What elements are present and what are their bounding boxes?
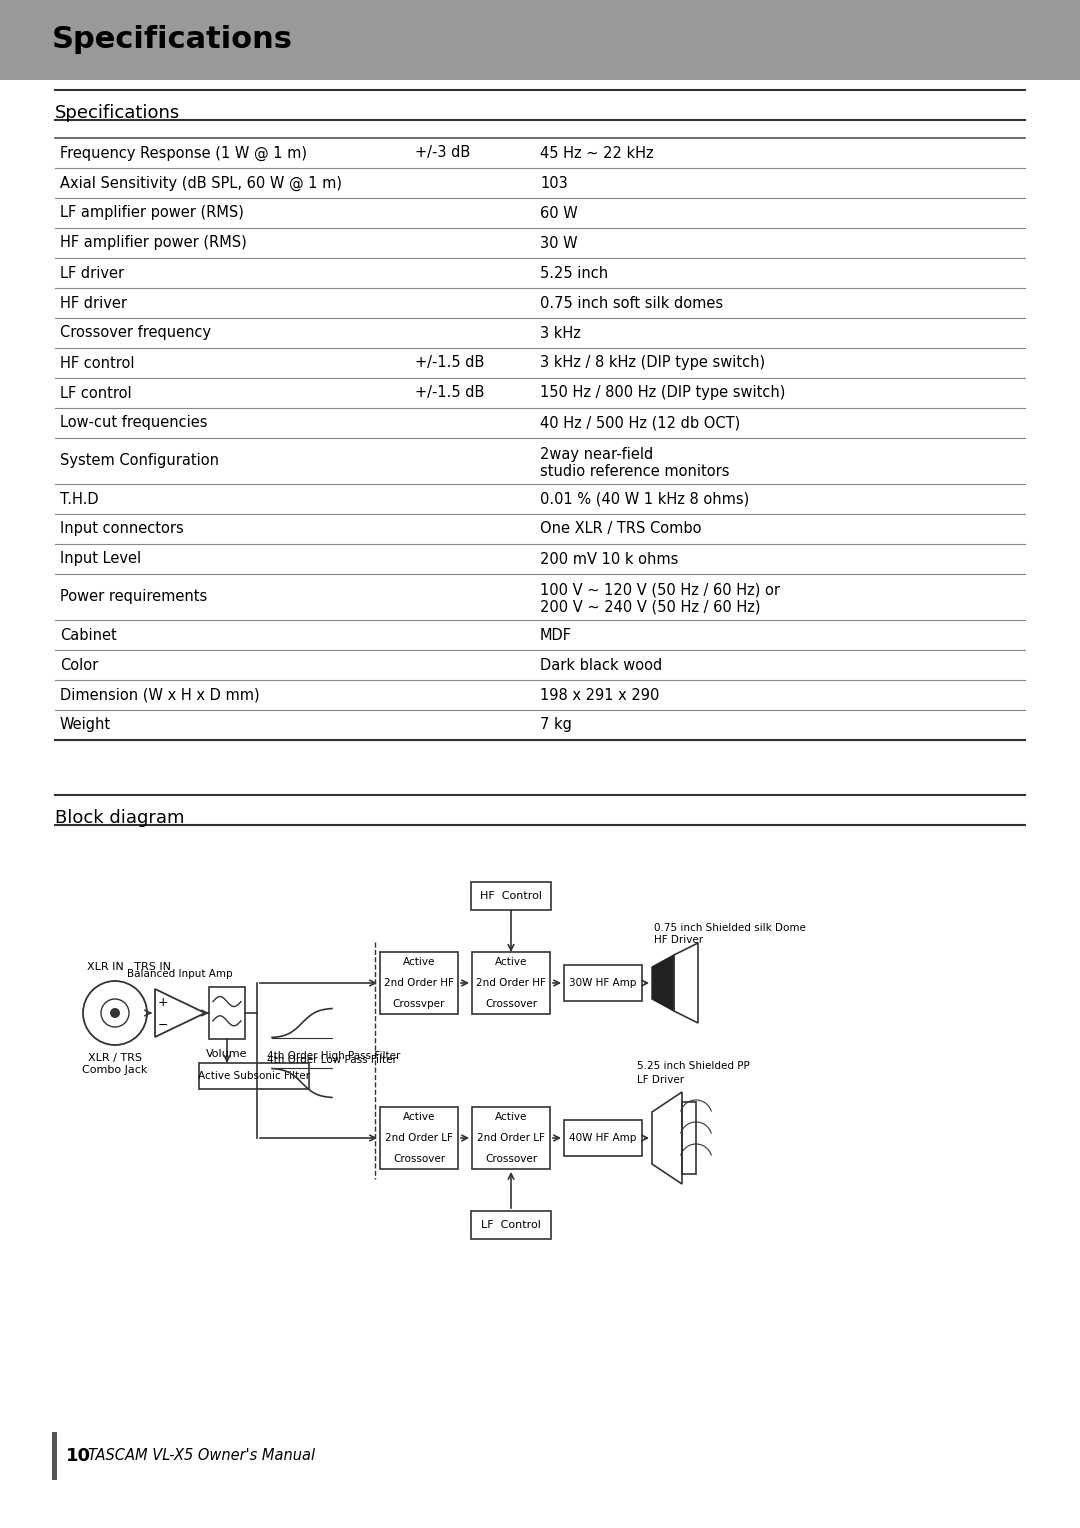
Text: 0.75 inch soft silk domes: 0.75 inch soft silk domes	[540, 295, 724, 310]
Bar	[681, 1102, 696, 1174]
Text: T.H.D: T.H.D	[60, 492, 98, 506]
Text: LF control: LF control	[60, 385, 132, 400]
Text: 5.25 inch: 5.25 inch	[540, 266, 608, 281]
Text: +/-1.5 dB: +/-1.5 dB	[415, 385, 484, 400]
Text: 200 mV 10 k ohms: 200 mV 10 k ohms	[540, 552, 678, 567]
Text: 40W HF Amp: 40W HF Amp	[569, 1132, 637, 1143]
Text: 4th Order Low Pass Filter: 4th Order Low Pass Filter	[267, 1054, 396, 1065]
Text: Crossover: Crossover	[485, 1154, 537, 1164]
Bar	[471, 882, 551, 911]
Text: Block diagram: Block diagram	[55, 808, 185, 827]
Bar	[472, 1106, 550, 1169]
Bar	[210, 987, 245, 1039]
Text: Active: Active	[403, 1112, 435, 1122]
Text: Axial Sensitivity (dB SPL, 60 W @ 1 m): Axial Sensitivity (dB SPL, 60 W @ 1 m)	[60, 176, 342, 191]
Text: 3 kHz: 3 kHz	[540, 325, 581, 341]
Text: One XLR / TRS Combo: One XLR / TRS Combo	[540, 521, 702, 536]
Text: Specifications: Specifications	[55, 104, 180, 122]
Text: Low-cut frequencies: Low-cut frequencies	[60, 416, 207, 431]
Text: Input Level: Input Level	[60, 552, 141, 567]
Text: 40 Hz / 500 Hz (12 db OCT): 40 Hz / 500 Hz (12 db OCT)	[540, 416, 740, 431]
Text: studio reference monitors: studio reference monitors	[540, 463, 729, 478]
Text: 10: 10	[66, 1447, 91, 1465]
Text: 3 kHz / 8 kHz (DIP type switch): 3 kHz / 8 kHz (DIP type switch)	[540, 356, 765, 370]
Text: Active: Active	[495, 1112, 527, 1122]
Text: Frequency Response (1 W @ 1 m): Frequency Response (1 W @ 1 m)	[60, 145, 307, 160]
Text: Input connectors: Input connectors	[60, 521, 184, 536]
Text: Dimension (W x H x D mm): Dimension (W x H x D mm)	[60, 688, 259, 703]
Bar	[0, 0, 1080, 79]
Bar	[472, 952, 550, 1015]
Text: Color: Color	[60, 657, 98, 672]
Text: Active: Active	[403, 957, 435, 967]
Text: 7 kg: 7 kg	[540, 718, 572, 732]
Text: +/-1.5 dB: +/-1.5 dB	[415, 356, 484, 370]
Text: 2way near-field: 2way near-field	[540, 446, 653, 461]
Text: 2nd Order LF: 2nd Order LF	[386, 1132, 453, 1143]
Text: LF driver: LF driver	[60, 266, 124, 281]
Bar	[471, 1212, 551, 1239]
Text: 2nd Order HF: 2nd Order HF	[384, 978, 454, 989]
Text: 30W HF Amp: 30W HF Amp	[569, 978, 637, 989]
Text: 100 V ~ 120 V (50 Hz / 60 Hz) or: 100 V ~ 120 V (50 Hz / 60 Hz) or	[540, 582, 780, 597]
Text: −: −	[158, 1019, 168, 1031]
Text: 200 V ~ 240 V (50 Hz / 60 Hz): 200 V ~ 240 V (50 Hz / 60 Hz)	[540, 599, 760, 614]
Text: HF Driver: HF Driver	[654, 935, 703, 944]
Text: System Configuration: System Configuration	[60, 454, 219, 469]
Text: +/-3 dB: +/-3 dB	[415, 145, 470, 160]
Text: LF  Control: LF Control	[481, 1219, 541, 1230]
Text: Crossvper: Crossvper	[393, 999, 445, 1008]
Text: Crossover: Crossover	[393, 1154, 445, 1164]
Text: 2nd Order HF: 2nd Order HF	[476, 978, 545, 989]
Text: +: +	[158, 996, 168, 1010]
Text: XLR IN   TRS IN: XLR IN TRS IN	[87, 963, 171, 972]
Text: 4th Order High Pass Filter: 4th Order High Pass Filter	[267, 1051, 401, 1060]
Text: 30 W: 30 W	[540, 235, 578, 251]
Text: Active: Active	[495, 957, 527, 967]
Text: Weight: Weight	[60, 718, 111, 732]
Text: HF  Control: HF Control	[480, 891, 542, 902]
Text: Volume: Volume	[206, 1050, 247, 1059]
Bar	[199, 1063, 309, 1089]
Text: 5.25 inch Shielded PP: 5.25 inch Shielded PP	[637, 1060, 750, 1071]
Text: HF driver: HF driver	[60, 295, 127, 310]
Text: 2nd Order LF: 2nd Order LF	[477, 1132, 545, 1143]
Text: 198 x 291 x 290: 198 x 291 x 290	[540, 688, 660, 703]
Bar	[380, 952, 458, 1015]
Text: Crossover frequency: Crossover frequency	[60, 325, 211, 341]
Text: HF amplifier power (RMS): HF amplifier power (RMS)	[60, 235, 246, 251]
Text: 0.75 inch Shielded silk Dome: 0.75 inch Shielded silk Dome	[654, 923, 806, 934]
Polygon shape	[652, 955, 674, 1012]
Text: Crossover: Crossover	[485, 999, 537, 1008]
Circle shape	[110, 1008, 120, 1018]
Text: 45 Hz ~ 22 kHz: 45 Hz ~ 22 kHz	[540, 145, 653, 160]
Text: 103: 103	[540, 176, 568, 191]
Text: Power requirements: Power requirements	[60, 590, 207, 605]
Bar	[380, 1106, 458, 1169]
Bar	[564, 1120, 642, 1157]
Text: LF Driver: LF Driver	[637, 1076, 684, 1085]
Text: Balanced Input Amp: Balanced Input Amp	[127, 969, 233, 979]
Text: Cabinet: Cabinet	[60, 628, 117, 642]
Text: LF amplifier power (RMS): LF amplifier power (RMS)	[60, 205, 244, 220]
Text: XLR / TRS: XLR / TRS	[87, 1053, 141, 1063]
Text: Active Subsonic Filter: Active Subsonic Filter	[198, 1071, 310, 1080]
Bar	[52, 1432, 57, 1481]
Text: TASCAM VL-X5 Owner's Manual: TASCAM VL-X5 Owner's Manual	[87, 1449, 315, 1464]
Text: Dark black wood: Dark black wood	[540, 657, 662, 672]
Text: 60 W: 60 W	[540, 205, 578, 220]
Text: 150 Hz / 800 Hz (DIP type switch): 150 Hz / 800 Hz (DIP type switch)	[540, 385, 785, 400]
Text: 0.01 % (40 W 1 kHz 8 ohms): 0.01 % (40 W 1 kHz 8 ohms)	[540, 492, 750, 506]
Text: Specifications: Specifications	[52, 26, 293, 55]
Text: Combo Jack: Combo Jack	[82, 1065, 148, 1076]
Bar	[564, 966, 642, 1001]
Text: HF control: HF control	[60, 356, 135, 370]
Text: MDF: MDF	[540, 628, 572, 642]
